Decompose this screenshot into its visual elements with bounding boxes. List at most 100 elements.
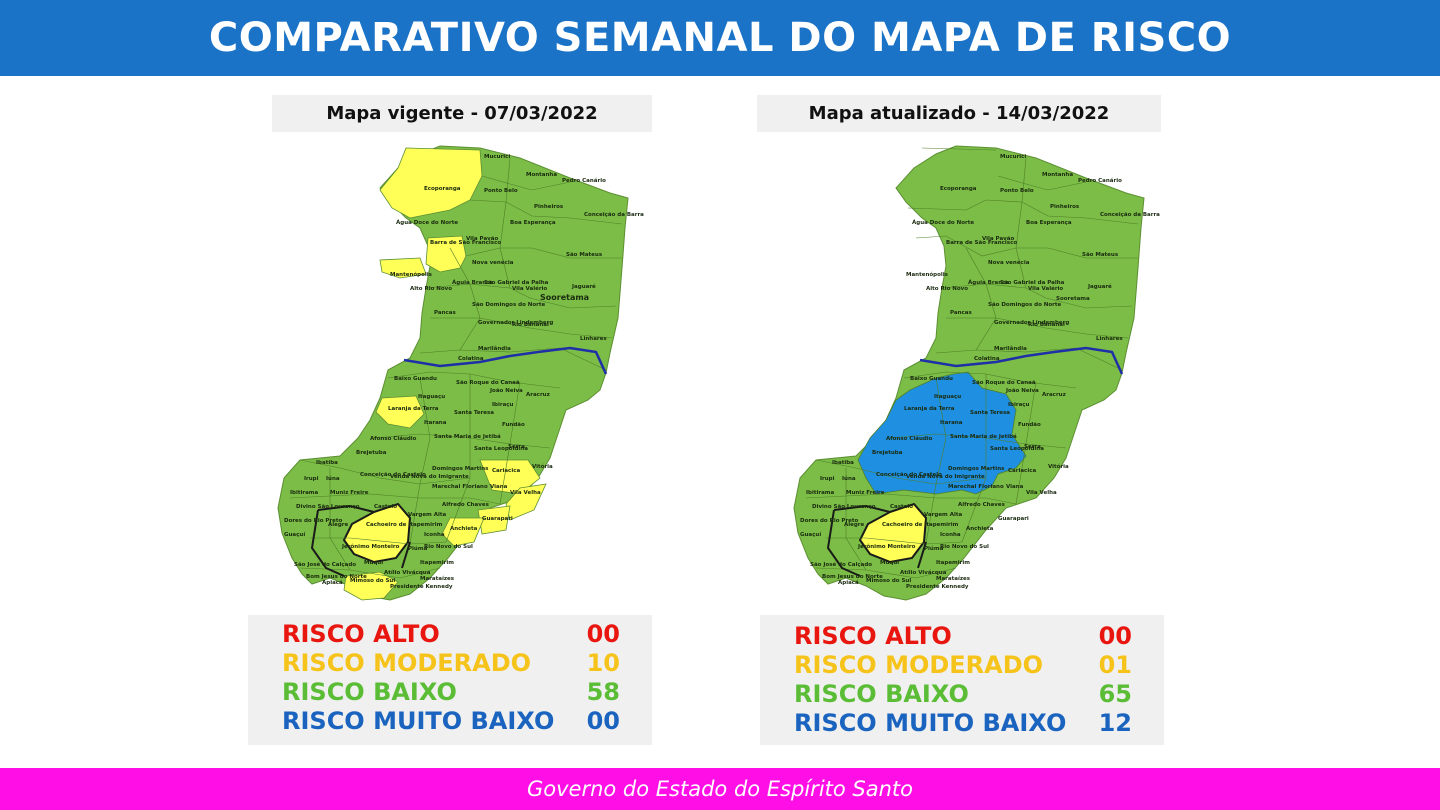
label-aguia-branca: Águia Branca [968,279,1009,286]
label-guacui: Guaçuí [800,531,822,538]
label-jeronimo-monteiro: Jerônimo Monteiro [857,543,916,550]
label-marechal-floriano: Marechal Floriano [948,484,1004,490]
label-marechal-floriano: Marechal Floriano [432,484,488,490]
municipality-labels: Mucurici Montanha Pedro Canário Ecoporan… [284,154,644,590]
label-mucurici: Mucurici [484,154,510,160]
region-barra-sao-francisco [425,235,467,273]
label-mantenopolis: Mantenópolis [906,271,949,278]
label-joao-neiva: João Neiva [1005,388,1039,394]
label-santa-teresa: Santa Teresa [970,410,1010,416]
label-santa-leopoldina: Santa Leopoldina [474,446,528,452]
label-fundao: Fundão [1018,422,1041,428]
legend-value: 00 [586,620,620,648]
label-sao-mateus: São Mateus [566,252,603,258]
label-cariacica: Cariacica [1008,468,1036,474]
label-ibatiba: Ibatiba [316,460,338,466]
label-pinheiros: Pinheiros [534,204,564,210]
legend-row-muito-baixo: RISCO MUITO BAIXO 00 [248,707,652,736]
label-governador-lindemberg: Governador Lindemberg [478,320,553,326]
label-conceicao-do-castelo: Conceição do Castelo [876,472,942,478]
legend-row-muito-baixo: RISCO MUITO BAIXO 12 [760,709,1164,738]
label-montanha: Montanha [526,172,557,178]
label-boa-esperanca: Boa Esperança [1026,220,1072,226]
page-title: COMPARATIVO SEMANAL DO MAPA DE RISCO [208,15,1232,61]
label-santa-leopoldina: Santa Leopoldina [990,446,1044,452]
region-mimoso-do-sul [343,571,399,601]
footer-bar: Governo do Estado do Espírito Santo [0,768,1440,810]
label-nova-venecia: Nova venécia [472,259,514,266]
legend-label: RISCO MODERADO [282,649,532,677]
label-cachoeiro: Cachoeiro de Itapemirim [366,522,443,528]
label-mimoso-do-sul: Mimoso do Sul [866,578,911,584]
label-laranja-da-terra: Laranja da Terra [904,406,955,412]
label-irupi: Irupi [304,476,319,482]
label-alto-rio-novo: Alto Rio Novo [926,286,968,292]
label-iconha: Iconha [940,532,961,538]
label-cachoeiro: Cachoeiro de Itapemirim [882,522,959,528]
label-presidente-kennedy: Presidente Kennedy [390,584,453,590]
label-dores-do-rio-preto: Dores do Rio Preto [284,518,343,524]
label-santa-maria-de-jetiba: Santa Maria de Jetibá [434,433,501,440]
label-apiaca: Apiacá [838,579,859,586]
label-vila-valerio: Vila Valério [1028,285,1063,292]
legend-value: 01 [1098,651,1132,679]
legend-row-baixo: RISCO BAIXO 65 [760,680,1164,709]
label-ibiracu: Ibiraçu [492,402,514,408]
map-title-current: Mapa vigente - 07/03/2022 [272,95,652,132]
label-ecoporanga: Ecoporanga [424,186,461,192]
label-vitoria: Vitória [532,463,553,470]
label-alegre: Alegre [328,522,349,528]
label-piuma: Piúma [924,545,944,552]
label-aracruz: Aracruz [1042,392,1066,398]
label-aguia-branca: Águia Branca [452,279,493,286]
label-vargem-alta: Vargem Alta [924,512,962,518]
legend-label: RISCO MUITO BAIXO [282,707,555,735]
label-sao-gabriel: São Gabriel da Palha [1000,280,1065,286]
label-alfredo-chaves: Alfredo Chaves [958,502,1006,508]
label-ponto-belo: Ponto Belo [484,188,518,194]
region-very-low-risk [857,371,1027,495]
legend-row-alto: RISCO ALTO 00 [248,620,652,649]
label-itarana: Itarana [424,420,447,426]
label-afonso-claudio: Afonso Cláudio [886,435,933,442]
label-bom-jesus-do-norte: Bom Jesus do Norte [822,574,883,580]
label-castelo: Castelo [374,504,397,510]
river [403,346,608,375]
region-outline-south [310,504,411,577]
label-conceicao-da-barra: Conceição da Barra [584,212,644,218]
label-brejetuba: Brejetuba [356,450,387,456]
label-rio-bananal: Rio Bananal [1028,322,1065,328]
label-sooretama: Sooretama [1056,296,1090,302]
label-mantenopolis: Mantenópolis [390,271,433,278]
legend-value: 10 [586,649,620,677]
label-joao-neiva: João Neiva [489,388,523,394]
label-jaguare: Jaguaré [571,283,596,290]
label-venda-nova: Venda Nova do Imigrante [390,474,469,480]
label-ecoporanga: Ecoporanga [940,186,977,192]
label-muniz-freire: Muniz Freire [846,490,885,496]
footer-text: Governo do Estado do Espírito Santo [527,777,913,801]
label-pancas: Pancas [434,310,456,316]
label-venda-nova: Venda Nova do Imigrante [906,474,985,480]
label-vila-velha: Vila Velha [1026,490,1057,496]
label-ibitirama: Ibitirama [806,490,835,496]
label-vargem-alta: Vargem Alta [408,512,446,518]
label-nova-venecia: Nova venécia [988,259,1030,266]
legend-label: RISCO BAIXO [794,680,969,708]
map-title-updated: Mapa atualizado - 14/03/2022 [757,95,1161,132]
label-linhares: Linhares [580,336,607,342]
label-divino-sao-lourenco: Divino São Lourenço [812,504,876,510]
label-marilandia: Marilândia [478,345,511,352]
label-sao-roque: São Roque do Canaã [456,380,520,386]
label-itapemirim: Itapemirim [936,560,970,566]
label-viana: Viana [1006,484,1024,490]
legend-label: RISCO ALTO [794,622,952,650]
label-jeronimo-monteiro: Jerônimo Monteiro [341,543,400,550]
river [919,346,1124,375]
legend-row-moderado: RISCO MODERADO 01 [760,651,1164,680]
label-domingos-martins: Domingos Martins [432,466,489,472]
label-marilandia: Marilândia [994,345,1027,352]
label-vitoria: Vitória [1048,463,1069,470]
label-aracruz: Aracruz [526,392,550,398]
label-sao-gabriel: São Gabriel da Palha [484,280,549,286]
